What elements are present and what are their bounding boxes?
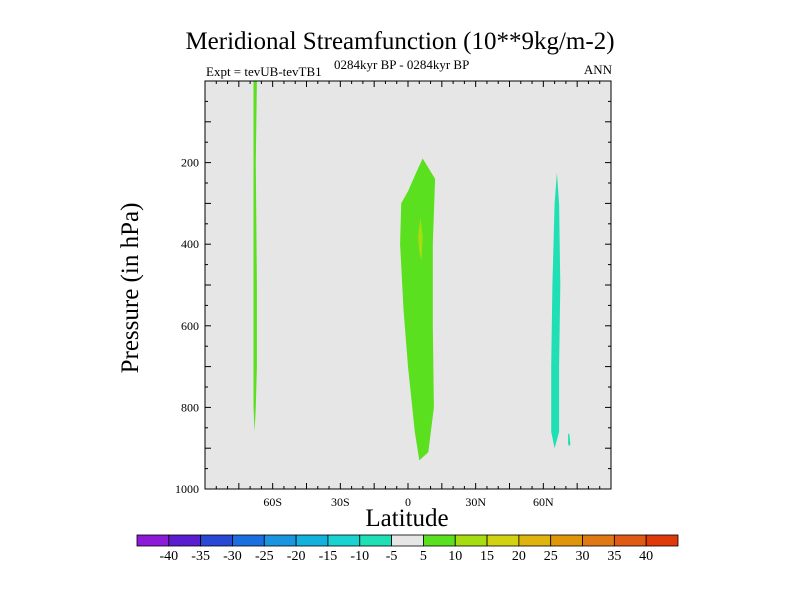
colorbar-label: 20	[512, 549, 526, 564]
y-tick-label: 600	[181, 319, 199, 333]
colorbar-box	[327, 534, 361, 547]
period-label: 0284kyr BP - 0284kyr BP	[334, 57, 470, 72]
contour-region-negative-10-5-nh-small	[568, 433, 571, 447]
contour-region-positive-10-15-eq	[418, 217, 423, 261]
colorbar-box	[454, 534, 488, 547]
plot-area	[205, 81, 611, 489]
contour-region-negative-10-5-nh	[551, 172, 561, 449]
colorbar-label: 15	[480, 549, 494, 564]
colorbar-box	[136, 534, 170, 547]
colorbar-label: -20	[287, 549, 306, 564]
colorbar-box	[550, 534, 583, 547]
colorbar-box	[613, 534, 647, 547]
colorbar-label: -15	[319, 549, 338, 564]
season-label: ANN	[583, 62, 612, 77]
colorbar-label: 25	[544, 549, 558, 564]
colorbar-label: -10	[350, 549, 369, 564]
x-tick-label: 30N	[465, 495, 486, 509]
y-axis-title: Pressure (in hPa)	[117, 203, 144, 374]
colorbar-box	[645, 534, 679, 547]
x-axis-title: Latitude	[365, 505, 448, 532]
colorbar-label: -25	[255, 549, 274, 564]
y-tick-label: 400	[181, 237, 199, 251]
x-tick-label: 30S	[331, 495, 350, 509]
colorbar-box	[232, 534, 265, 547]
contour-region-positive-5-10-eq	[400, 158, 436, 461]
colorbar-box	[423, 534, 456, 547]
y-tick-label: 200	[181, 156, 199, 170]
chart-title: Meridional Streamfunction (10**9kg/m-2)	[185, 28, 615, 55]
colorbar-label: -35	[191, 549, 210, 564]
colorbar-box	[295, 534, 329, 547]
colorbar-box	[582, 534, 615, 547]
x-tick-label: 60S	[263, 495, 282, 509]
colorbar-label: -30	[223, 549, 242, 564]
colorbar-label: -40	[159, 549, 178, 564]
colorbar-label: 40	[639, 549, 653, 564]
colorbar-box	[518, 534, 552, 547]
colorbar-label: 30	[576, 549, 590, 564]
colorbar-box	[200, 534, 233, 547]
x-tick-label: 0	[405, 495, 411, 509]
colorbar-label: 10	[448, 549, 462, 564]
colorbar-label: 35	[607, 549, 621, 564]
colorbar-label: 5	[420, 549, 427, 564]
colorbar-box	[263, 534, 297, 547]
y-tick-label: 800	[181, 400, 199, 414]
y-tick-label: 1000	[175, 482, 199, 496]
contour-region-positive-5-10-sh	[253, 81, 257, 432]
colorbar-box	[391, 534, 424, 547]
colorbar-label: -5	[386, 549, 398, 564]
colorbar-box	[359, 534, 392, 547]
colorbar-box	[486, 534, 520, 547]
axes: 60S 30S 0 30N 60N 200 400 600 800 1000	[175, 80, 612, 509]
x-tick-label: 60N	[533, 495, 554, 509]
colorbar-box	[168, 534, 202, 547]
experiment-label: Expt = tevUB-tevTB1	[206, 64, 322, 79]
colorbar: -40 -35 -30 -25 -20 -15 -10 -5 5 10 15 20 25 30 35 40	[136, 534, 679, 564]
